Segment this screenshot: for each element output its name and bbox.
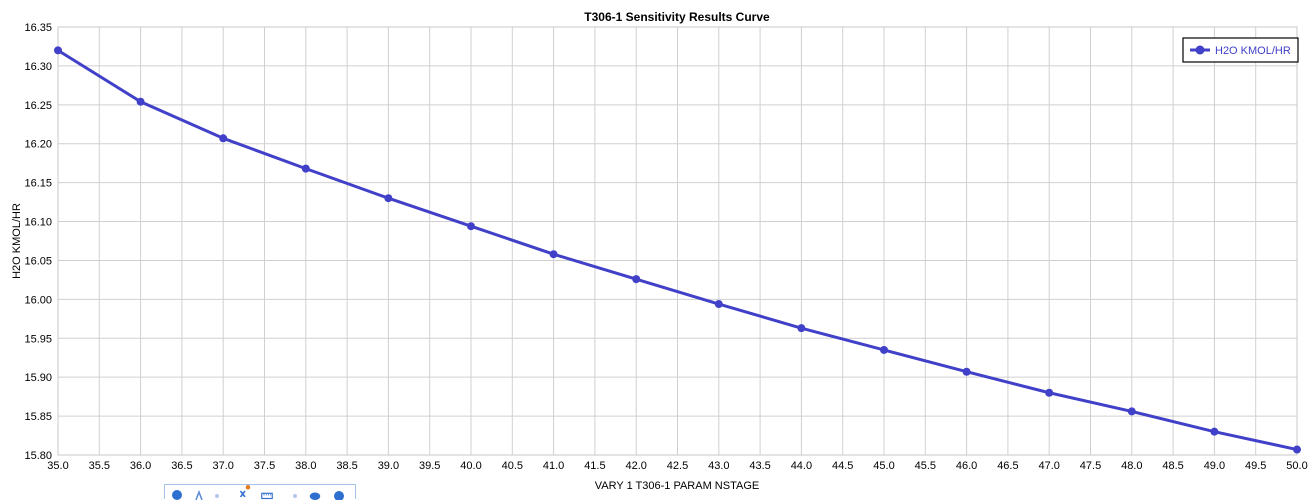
y-axis-label: H2O KMOL/HR xyxy=(11,203,23,279)
x-tick-label: 38.5 xyxy=(336,460,357,472)
y-tick-label: 15.80 xyxy=(24,450,52,462)
data-point xyxy=(219,134,227,142)
data-point xyxy=(384,194,392,202)
x-tick-label: 40.0 xyxy=(460,460,481,472)
x-tick-label: 49.5 xyxy=(1245,460,1266,472)
y-tick-label: 16.15 xyxy=(24,178,52,190)
x-tick-label: 37.0 xyxy=(212,460,233,472)
x-tick-label: 48.0 xyxy=(1121,460,1142,472)
x-tick-label: 35.5 xyxy=(89,460,110,472)
y-tick-label: 15.90 xyxy=(24,372,52,384)
y-tick-label: 16.35 xyxy=(24,22,52,34)
x-tick-label: 36.5 xyxy=(171,460,192,472)
settings-icon[interactable] xyxy=(333,488,345,500)
x-tick-label: 41.0 xyxy=(543,460,564,472)
cloud-icon[interactable] xyxy=(309,488,321,500)
legend[interactable]: H2O KMOL/HR xyxy=(1183,38,1298,62)
x-tick-label: 38.0 xyxy=(295,460,316,472)
x-tick-label: 37.5 xyxy=(254,460,275,472)
x-axis-label: VARY 1 T306-1 PARAM NSTAGE xyxy=(595,480,759,492)
x-tick-label: 41.5 xyxy=(584,460,605,472)
data-point xyxy=(1128,407,1136,415)
y-tick-label: 15.85 xyxy=(24,411,52,423)
ruler-icon[interactable] xyxy=(261,488,273,500)
data-point xyxy=(467,222,475,230)
point-icon[interactable] xyxy=(289,488,301,500)
y-tick-label: 16.10 xyxy=(24,217,52,229)
y-tick-label: 16.20 xyxy=(24,139,52,151)
data-point xyxy=(1210,428,1218,436)
data-point xyxy=(715,300,723,308)
data-point xyxy=(797,324,805,332)
chart-title: T306-1 Sensitivity Results Curve xyxy=(584,10,770,24)
x-tick-label: 48.5 xyxy=(1162,460,1183,472)
grid xyxy=(58,27,1297,455)
marker-icon[interactable] xyxy=(239,485,251,497)
text-icon[interactable] xyxy=(193,488,205,500)
x-tick-label: 46.0 xyxy=(956,460,977,472)
chart-toolbar xyxy=(164,484,356,499)
x-tick-label: 43.0 xyxy=(708,460,729,472)
data-point xyxy=(632,275,640,283)
point-icon[interactable] xyxy=(211,488,223,500)
data-point xyxy=(1293,446,1301,454)
x-tick-label: 43.5 xyxy=(749,460,770,472)
legend-label: H2O KMOL/HR xyxy=(1215,45,1291,57)
x-tick-label: 49.0 xyxy=(1204,460,1225,472)
x-tick-label: 39.0 xyxy=(378,460,399,472)
x-tick-label: 50.0 xyxy=(1286,460,1307,472)
y-tick-label: 16.00 xyxy=(24,294,52,306)
x-tick-label: 44.0 xyxy=(791,460,812,472)
data-point xyxy=(302,165,310,173)
x-tick-label: 42.5 xyxy=(667,460,688,472)
y-tick-labels: 15.80 15.85 15.90 15.95 16.00 16.05 16.10 16.15… xyxy=(24,22,52,462)
y-tick-label: 16.25 xyxy=(24,100,52,112)
data-point xyxy=(550,250,558,258)
x-tick-label: 47.0 xyxy=(1038,460,1059,472)
zoom-icon[interactable] xyxy=(171,488,183,500)
x-tick-label: 40.5 xyxy=(502,460,523,472)
x-tick-label: 44.5 xyxy=(832,460,853,472)
data-point xyxy=(137,98,145,106)
x-tick-label: 45.0 xyxy=(873,460,894,472)
y-tick-label: 15.95 xyxy=(24,333,52,345)
data-point xyxy=(963,368,971,376)
x-tick-label: 42.0 xyxy=(625,460,646,472)
x-tick-label: 47.5 xyxy=(1080,460,1101,472)
x-tick-label: 46.5 xyxy=(997,460,1018,472)
legend-dot-marker xyxy=(1196,46,1205,55)
y-tick-label: 16.30 xyxy=(24,61,52,73)
data-point xyxy=(1045,389,1053,397)
data-point xyxy=(880,346,888,354)
x-tick-label: 45.5 xyxy=(915,460,936,472)
x-tick-label: 36.0 xyxy=(130,460,151,472)
y-tick-label: 16.05 xyxy=(24,255,52,267)
data-point xyxy=(54,46,62,54)
x-tick-label: 39.5 xyxy=(419,460,440,472)
